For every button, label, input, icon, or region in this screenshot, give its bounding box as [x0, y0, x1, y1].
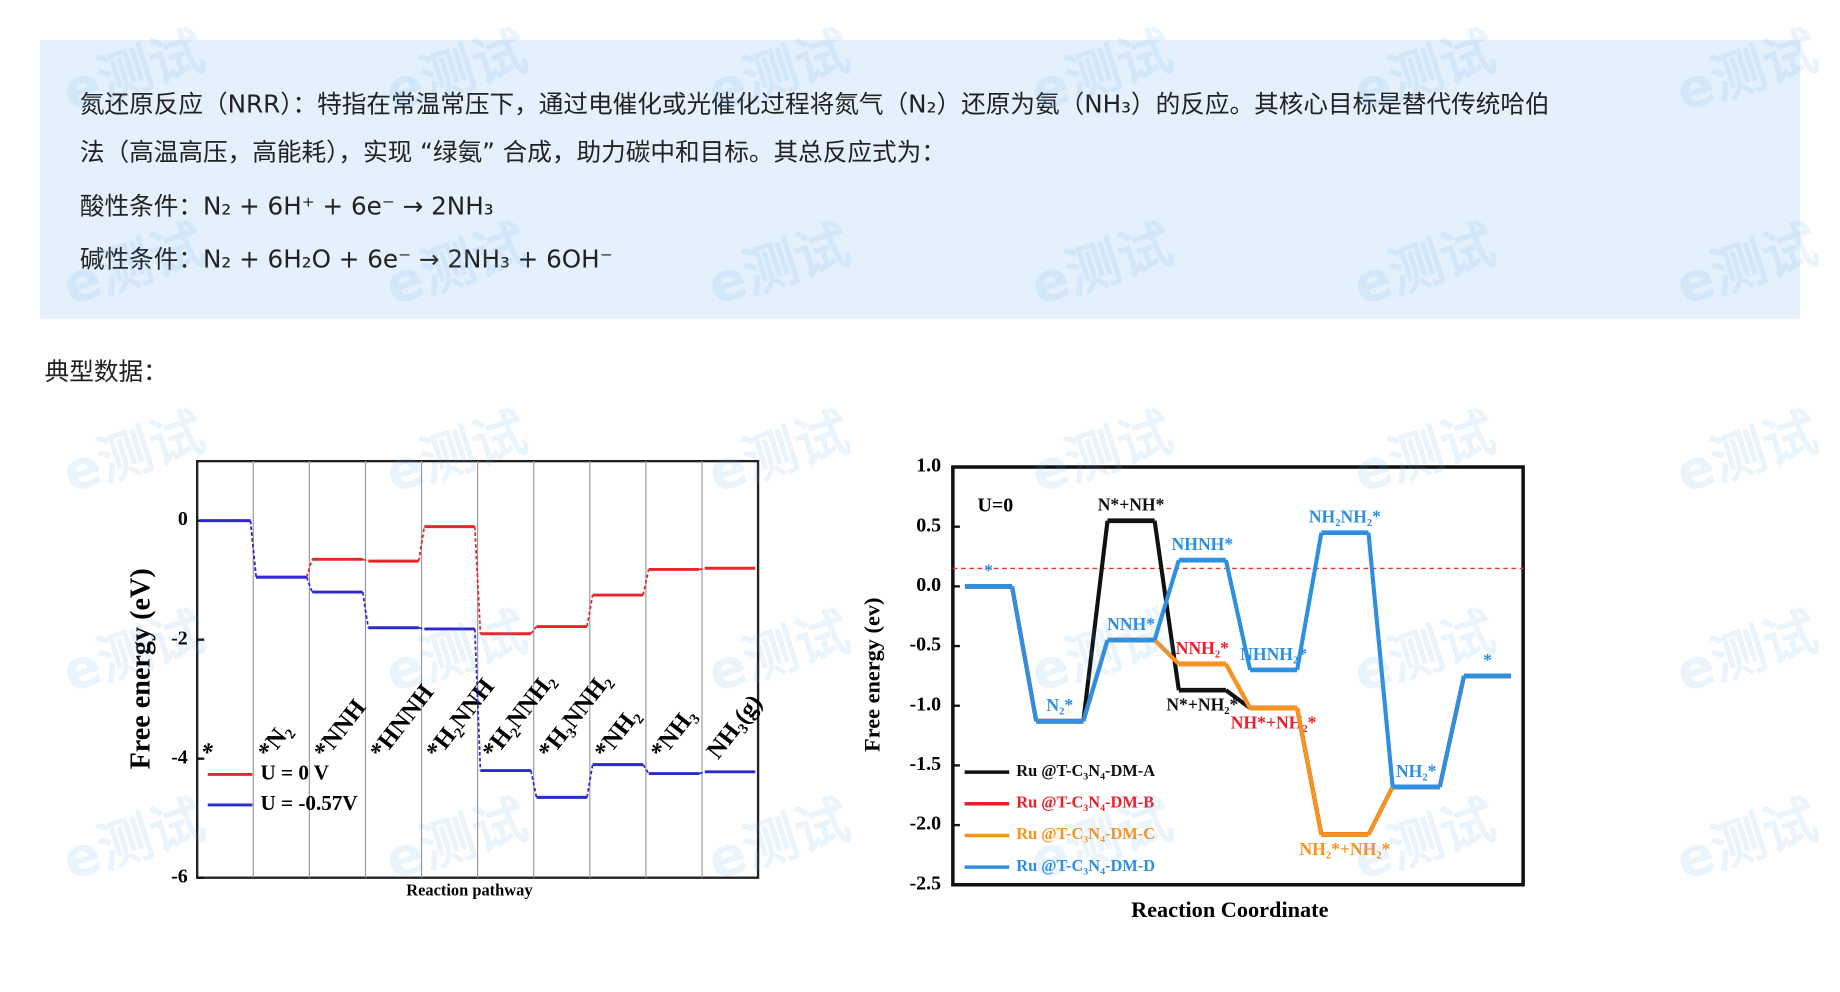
connector — [1081, 639, 1110, 722]
connector — [1366, 785, 1395, 836]
connector — [1366, 532, 1395, 788]
connector — [362, 558, 369, 562]
legend-label: U = 0 V — [261, 760, 330, 784]
watermark: e测试 — [1668, 788, 1825, 893]
connector — [1153, 638, 1181, 666]
watermark: e测试 — [55, 401, 212, 506]
connector — [1010, 586, 1039, 722]
point-label: NH₂NH₂* — [1309, 507, 1381, 527]
y-axis-label: Free energy (eV) — [126, 568, 157, 769]
connector — [1081, 520, 1110, 722]
point-label: N*+NH* — [1098, 495, 1165, 515]
watermark: e测试 — [1668, 401, 1825, 506]
y-tick-label: -2.0 — [910, 813, 942, 835]
connector — [305, 559, 314, 578]
paragraph-line: 氮还原反应（NRR）：特指在常温常压下，通过电催化或光催化过程将氮气（N₂）还原… — [80, 90, 1550, 119]
connector — [1152, 559, 1181, 641]
paragraph-line: 法（高温高压，高能耗），实现 “绿氨” 合成，助力碳中和目标。其总反应式为： — [80, 138, 946, 167]
connector — [1295, 707, 1324, 836]
equation: 酸性条件：N₂ + 6H⁺ + 6e⁻ → 2NH₃ — [80, 192, 494, 221]
connector — [1223, 559, 1253, 671]
point-label: NHNH* — [1172, 534, 1234, 554]
equation: 碱性条件：N₂ + 6H₂O + 6e⁻ → 2NH₃ + 6OH⁻ — [80, 244, 613, 273]
connector — [698, 567, 705, 571]
watermark: e测试 — [700, 401, 857, 506]
point-label: NHNH₂* — [1240, 644, 1307, 664]
y-tick-label: 0.0 — [916, 574, 941, 596]
y-tick-label: 0.5 — [916, 514, 941, 536]
point-label: N₂* — [1046, 695, 1073, 715]
y-tick-label: -4 — [171, 746, 188, 768]
point-label: NNH* — [1107, 614, 1155, 634]
connector — [305, 576, 313, 593]
point-label: N*+NH₂* — [1166, 695, 1238, 715]
point-label: * — [984, 560, 993, 580]
info-box — [39, 39, 1801, 320]
y-tick-label: -1.5 — [910, 753, 942, 775]
connector — [1224, 688, 1252, 710]
x-axis-label: Reaction Coordinate — [1131, 897, 1329, 922]
connector — [1295, 532, 1324, 671]
y-axis-label: Free energy (ev) — [859, 598, 884, 752]
legend-label: Ru @T-C₃N₄-DM-A — [1016, 761, 1155, 780]
point-label: NNH₂* — [1176, 638, 1229, 658]
connector — [530, 770, 538, 798]
y-tick-label: -1.0 — [910, 693, 942, 715]
point-label: NH*+NH₂* — [1231, 713, 1317, 733]
annotation: U=0 — [977, 494, 1013, 516]
legend-label: U = -0.57V — [261, 791, 358, 815]
connector — [1437, 675, 1466, 788]
section-label: 典型数据： — [45, 357, 168, 386]
watermark: e测试 — [1668, 600, 1825, 705]
y-tick-label: -6 — [171, 865, 188, 887]
connector — [586, 594, 594, 627]
y-tick-label: -2.5 — [910, 872, 942, 894]
x-axis-label: Reaction pathway — [406, 881, 533, 900]
y-tick-label: 0 — [178, 508, 188, 530]
connector — [642, 764, 650, 775]
connector — [418, 626, 425, 630]
legend-label: Ru @T-C₃N₄-DM-C — [1016, 824, 1155, 843]
connector — [642, 569, 650, 596]
connector — [473, 526, 482, 634]
point-label: NH₂* — [1396, 761, 1437, 781]
watermark: e测试 — [55, 788, 212, 893]
point-label: * — [1483, 650, 1492, 670]
connector — [530, 626, 538, 635]
plot-frame — [951, 465, 1525, 887]
y-tick-label: -2 — [171, 627, 188, 649]
legend-label: Ru @T-C₃N₄-DM-D — [1016, 856, 1155, 875]
point-label: NH₂*+NH₂* — [1299, 839, 1390, 859]
y-tick-label: 1.0 — [916, 455, 941, 477]
connector — [698, 770, 706, 775]
connector — [473, 628, 482, 771]
connector — [249, 520, 257, 578]
connector — [361, 591, 370, 628]
connector — [1224, 662, 1252, 710]
y-tick-label: -0.5 — [910, 634, 942, 656]
legend-label: Ru @T-C₃N₄-DM-B — [1016, 793, 1154, 812]
